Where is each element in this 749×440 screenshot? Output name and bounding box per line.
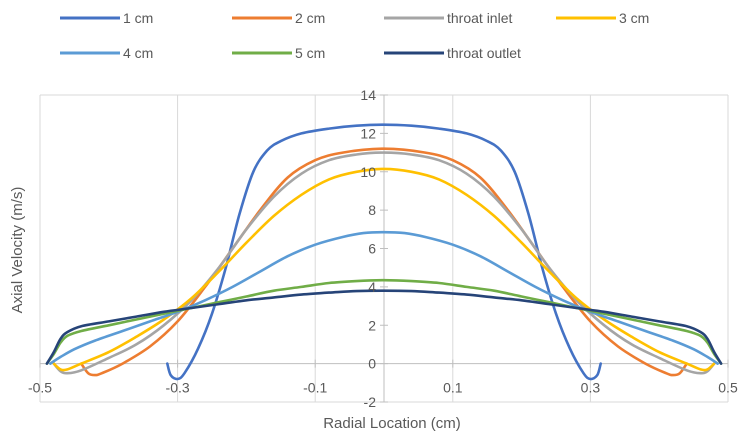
tick-labels: 14 12 10 8 6 4 2 0 -2 -0.5 -0.3 -0.1 0.1 0.3 0.5 (28, 87, 738, 410)
y-tick-label: 8 (368, 202, 376, 218)
y-tick-label: 0 (368, 356, 376, 372)
legend-label: 2 cm (295, 10, 325, 26)
series-line-2-cm (80, 147, 688, 377)
legend-label: 5 cm (295, 45, 325, 61)
axes (39, 94, 729, 403)
legend: 1 cm 2 cm throat inlet 3 cm 4 cm 5 cm throat o… (60, 10, 649, 61)
series-line-1-cm (166, 123, 602, 381)
y-tick-label: 14 (360, 87, 376, 103)
y-tick-label: -2 (364, 394, 377, 410)
legend-label: throat inlet (447, 10, 512, 26)
legend-label: 1 cm (123, 10, 153, 26)
series-line-5-cm (45, 278, 723, 365)
x-tick-label: -0.1 (303, 380, 327, 396)
y-tick-label: 4 (368, 279, 376, 295)
x-tick-label: -0.5 (28, 380, 52, 396)
legend-label: 4 cm (123, 45, 153, 61)
x-tick-label: 0.3 (581, 380, 601, 396)
x-tick-label: 0.5 (718, 380, 738, 396)
legend-label: throat outlet (447, 45, 521, 61)
y-tick-label: 6 (368, 241, 376, 257)
x-tick-label: 0.1 (443, 380, 463, 396)
series-line-3-cm (52, 167, 716, 372)
series-line-4-cm (49, 230, 719, 365)
y-tick-label: 10 (360, 164, 376, 180)
y-tick-label: 2 (368, 317, 376, 333)
series-line-throat-outlet (45, 289, 723, 365)
x-tick-label: -0.3 (166, 380, 190, 396)
series-lines (45, 123, 723, 381)
y-tick-label: 12 (360, 125, 376, 141)
y-axis-title: Axial Velocity (m/s) (9, 187, 26, 314)
x-axis-title: Radial Location (cm) (323, 415, 461, 432)
series-line-throat-inlet (52, 151, 716, 375)
legend-label: 3 cm (619, 10, 649, 26)
